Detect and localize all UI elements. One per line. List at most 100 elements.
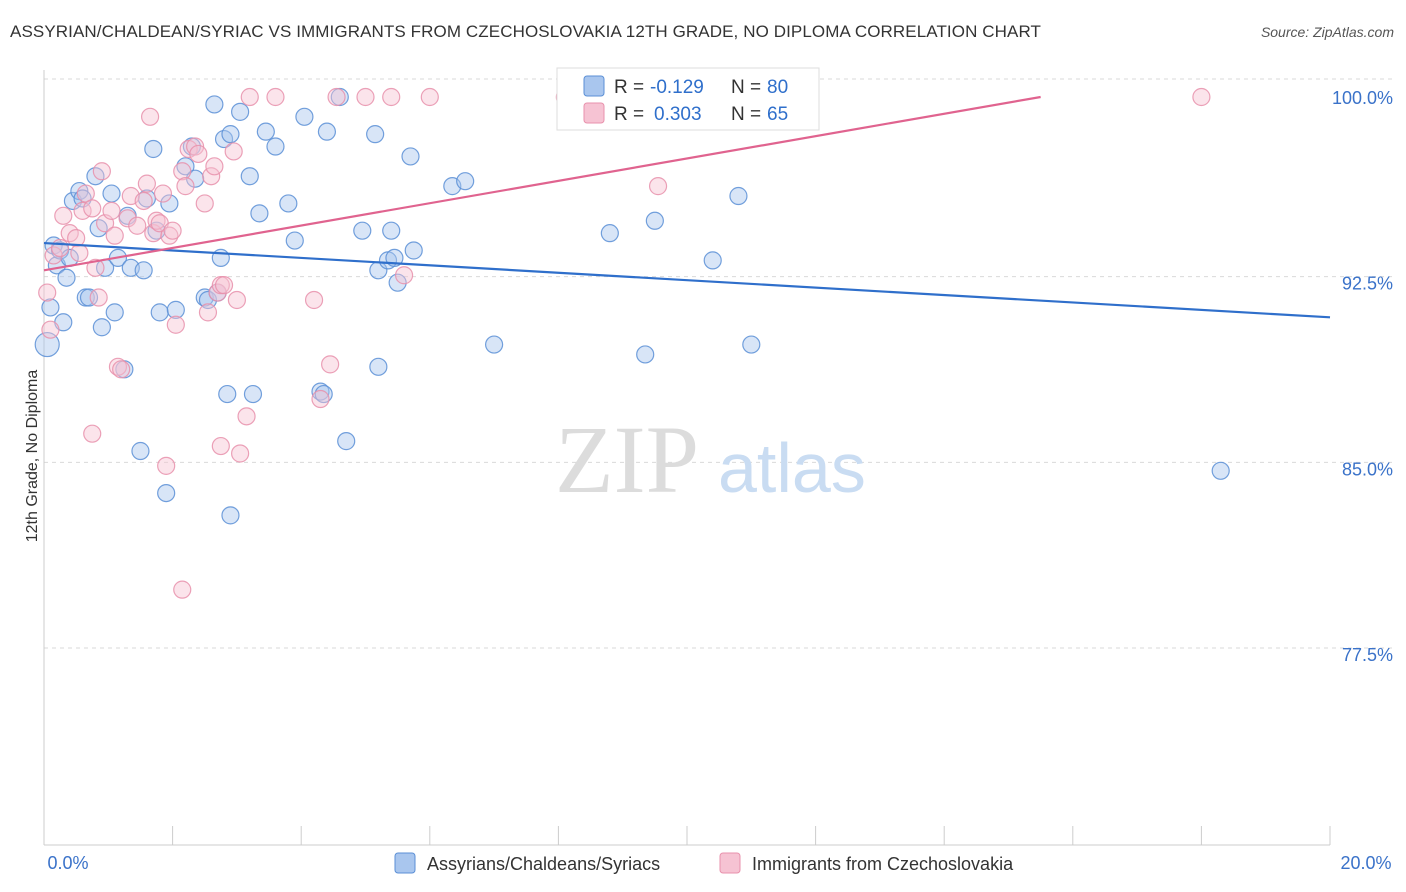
point-assyrian: [401, 147, 420, 166]
point-assyrian: [250, 204, 269, 223]
trend-line-czechoslovakia: [43, 95, 1041, 272]
point-czechoslovakia: [195, 194, 214, 213]
point-assyrian: [41, 298, 60, 317]
point-assyrian: [34, 331, 60, 358]
point-czechoslovakia: [105, 226, 124, 245]
point-czechoslovakia: [198, 303, 218, 322]
point-czechoslovakia: [420, 87, 439, 107]
point-czechoslovakia: [83, 424, 102, 443]
point-assyrian: [79, 288, 99, 307]
point-czechoslovakia: [83, 199, 102, 218]
point-czechoslovakia: [173, 162, 192, 181]
point-assyrian: [198, 290, 218, 310]
point-assyrian: [176, 157, 195, 176]
stats-legend: R = -0.129 N = 80 R = 0.303 N = 65: [556, 67, 820, 131]
point-assyrian: [703, 251, 722, 270]
point-assyrian: [645, 211, 664, 230]
point-assyrian: [157, 483, 176, 503]
point-czechoslovakia: [38, 283, 57, 302]
point-assyrian: [92, 318, 111, 337]
legend-n-value-2: 65: [767, 104, 788, 125]
point-assyrian: [366, 125, 385, 144]
watermark-atlas: atlas: [718, 429, 866, 507]
legend-r-label-2: R =: [614, 104, 644, 125]
point-czechoslovakia: [304, 290, 324, 310]
point-assyrian: [131, 441, 150, 461]
chart-title: ASSYRIAN/CHALDEAN/SYRIAC VS IMMIGRANTS F…: [10, 22, 1042, 41]
point-assyrian: [102, 184, 121, 203]
grid-lines: [44, 78, 1392, 649]
point-assyrian: [353, 221, 372, 240]
point-czechoslovakia: [41, 320, 60, 339]
point-czechoslovakia: [54, 206, 73, 225]
bottom-legend-label-2: Immigrants from Czechoslovakia: [752, 854, 1014, 874]
trend-line-assyrian: [43, 241, 1331, 319]
point-czechoslovakia: [86, 258, 105, 277]
point-assyrian: [314, 384, 333, 404]
point-czechoslovakia: [311, 389, 330, 409]
point-assyrian: [382, 221, 401, 240]
point-assyrian: [150, 303, 169, 322]
point-assyrian: [243, 384, 263, 404]
point-czechoslovakia: [128, 216, 147, 235]
point-assyrian: [456, 172, 475, 191]
point-assyrian: [337, 432, 356, 451]
point-assyrian: [160, 194, 179, 213]
point-czechoslovakia: [382, 87, 401, 107]
point-assyrian: [166, 300, 185, 319]
point-assyrian: [205, 95, 224, 114]
legend-n-label-1: N =: [731, 77, 761, 98]
point-czechoslovakia: [102, 201, 121, 220]
trend-lines: [43, 95, 1331, 319]
point-assyrian: [57, 268, 76, 287]
y-axis-label: 12th Grade, No Diploma: [24, 370, 41, 543]
point-czechoslovakia: [214, 276, 234, 295]
data-points: [34, 87, 1230, 599]
point-assyrian: [1211, 461, 1230, 480]
bottom-legend: Assyrians/Chaldeans/Syriacs Immigrants f…: [394, 852, 1014, 874]
point-czechoslovakia: [50, 238, 70, 258]
x-tick-label: 20.0%: [1340, 853, 1391, 873]
point-assyrian: [266, 137, 285, 156]
point-assyrian: [256, 122, 275, 141]
point-czechoslovakia: [153, 184, 173, 203]
point-czechoslovakia: [356, 87, 375, 107]
point-czechoslovakia: [173, 580, 192, 599]
point-assyrian: [279, 194, 298, 213]
point-czechoslovakia: [202, 167, 221, 186]
point-czechoslovakia: [137, 174, 156, 193]
point-czechoslovakia: [44, 246, 63, 265]
legend-r-label-1: R =: [614, 77, 644, 98]
point-assyrian: [144, 139, 163, 159]
point-czechoslovakia: [166, 315, 185, 334]
point-czechoslovakia: [327, 87, 346, 107]
point-assyrian: [317, 122, 337, 141]
point-assyrian: [311, 382, 330, 401]
point-assyrian: [600, 224, 619, 243]
point-assyrian: [221, 506, 240, 525]
point-czechoslovakia: [205, 157, 224, 176]
point-assyrian: [729, 186, 748, 206]
point-czechoslovakia: [134, 191, 153, 211]
point-assyrian: [218, 384, 237, 404]
legend-swatch-blue: [583, 75, 605, 97]
y-tick-label: 100.0%: [1332, 88, 1393, 108]
y-tick-label: 85.0%: [1342, 459, 1393, 479]
point-czechoslovakia: [163, 221, 182, 240]
point-czechoslovakia: [118, 209, 137, 228]
point-czechoslovakia: [394, 266, 414, 285]
point-czechoslovakia: [211, 436, 230, 456]
point-assyrian: [485, 335, 504, 354]
point-assyrian: [134, 261, 153, 280]
point-czechoslovakia: [112, 360, 131, 379]
point-czechoslovakia: [237, 407, 256, 426]
point-czechoslovakia: [67, 229, 86, 248]
source-label: Source: ZipAtlas.com: [1260, 24, 1394, 40]
point-czechoslovakia: [108, 357, 128, 376]
point-czechoslovakia: [227, 290, 246, 310]
y-tick-label: 92.5%: [1342, 274, 1393, 294]
point-czechoslovakia: [224, 142, 243, 161]
x-tick-label: 0.0%: [47, 853, 88, 873]
legend-n-label-2: N =: [731, 104, 761, 125]
